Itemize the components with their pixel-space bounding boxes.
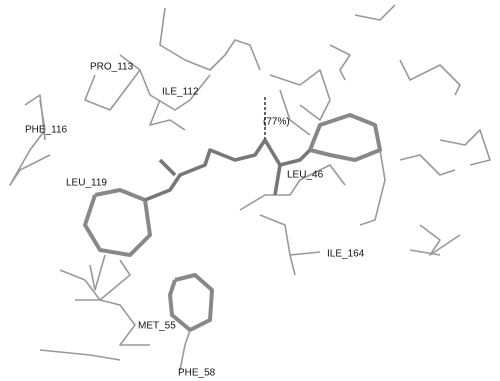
hbond-occupancy: (77%) — [263, 117, 290, 128]
residue-label: ILE_112 — [162, 87, 199, 98]
residue-label: MET_55 — [138, 321, 176, 332]
residue-sticks — [9, 4, 491, 371]
residue-label: LEU_46 — [287, 170, 324, 181]
ligand — [83, 95, 382, 257]
residue-labels: PRO_113 ILE_112 PHE_116 (77%) LEU_119 LE… — [25, 62, 365, 379]
residue-label: PHE_116 — [25, 125, 68, 136]
residue-label: ILE_164 — [327, 249, 365, 260]
residue-label: PHE_58 — [178, 368, 216, 379]
residue-label: PRO_113 — [90, 62, 134, 73]
residue-label: LEU_119 — [66, 178, 107, 189]
